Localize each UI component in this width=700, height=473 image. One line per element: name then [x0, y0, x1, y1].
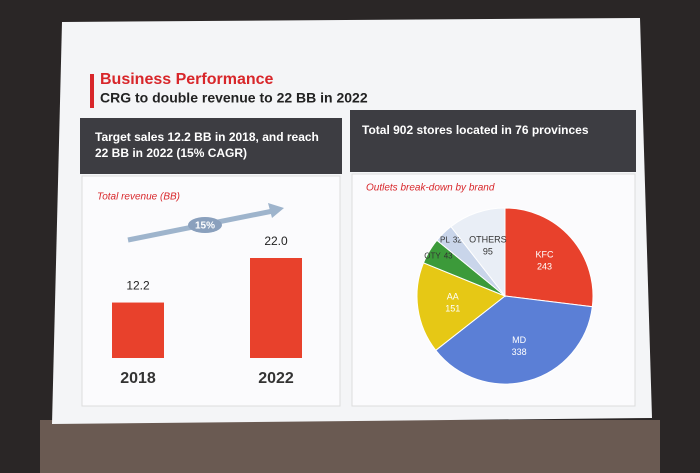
slice-name: KFC: [536, 249, 555, 259]
slide-title: Business Performance: [100, 71, 274, 88]
x-tick-label: 2018: [120, 370, 156, 387]
bar: [112, 302, 164, 358]
annotation-badge: [188, 217, 222, 233]
title-accent: [90, 74, 94, 108]
bar: [250, 258, 302, 358]
arrow-head: [268, 203, 284, 218]
right-header-box: [350, 110, 636, 172]
slide-subtitle: CRG to double revenue to 22 BB in 2022: [100, 90, 368, 106]
pie-slice: [435, 295, 593, 385]
left-header-box: [80, 118, 342, 174]
slice-label: OTY 43: [424, 252, 453, 261]
slice-name: PL: [440, 236, 450, 245]
pie-slice: [504, 207, 594, 308]
slice-value: 151: [445, 304, 460, 314]
slice-value: 32: [453, 236, 462, 245]
slice-value: 243: [537, 261, 552, 271]
annotation: 15%: [195, 221, 215, 232]
slice-name: OTY: [424, 252, 441, 261]
slice-value: 43: [444, 252, 453, 261]
chart-title: Outlets break-down by brand: [366, 183, 495, 194]
slice-value: 95: [483, 246, 493, 256]
value-label: 22.0: [264, 234, 288, 248]
slice-name: MD: [512, 335, 526, 345]
x-tick-label: 2022: [258, 370, 294, 387]
slice-value: 338: [512, 347, 527, 357]
slice-name: OTHERS: [469, 234, 507, 244]
panel-heading: Target sales 12.2 BB in 2018, and reach 2…: [95, 130, 319, 160]
panel-heading: Total 902 stores located in 76 provinces: [362, 123, 589, 137]
slice-name: AA: [447, 292, 459, 302]
value-label: 12.2: [126, 279, 150, 293]
pie-slice: [450, 207, 506, 298]
wall: [40, 420, 660, 473]
chart-title: Total revenue (BB): [97, 192, 180, 203]
slice-label: PL 32: [440, 236, 462, 245]
pie-slice: [416, 262, 506, 352]
